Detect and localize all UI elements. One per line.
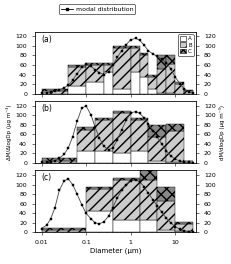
Bar xyxy=(113,220,140,232)
Bar xyxy=(166,124,184,131)
Bar xyxy=(184,91,193,94)
Bar xyxy=(86,63,104,65)
Bar xyxy=(148,137,166,161)
Bar xyxy=(166,131,184,162)
Y-axis label: ΔM/ΔlogDp (μg m⁻³): ΔM/ΔlogDp (μg m⁻³) xyxy=(6,104,12,160)
Bar xyxy=(175,231,193,232)
Bar xyxy=(131,48,140,72)
Bar xyxy=(131,118,148,120)
Bar xyxy=(140,168,157,180)
Bar xyxy=(113,113,131,153)
Bar xyxy=(166,162,184,163)
Bar xyxy=(148,125,166,137)
Bar xyxy=(175,82,184,84)
Bar xyxy=(86,211,113,232)
Bar xyxy=(113,48,131,89)
Bar xyxy=(131,46,140,48)
Bar xyxy=(113,180,140,220)
Y-axis label: dM/dlogDp (μg m⁻³): dM/dlogDp (μg m⁻³) xyxy=(219,105,225,159)
Bar xyxy=(86,190,113,211)
Bar xyxy=(86,187,113,190)
Bar xyxy=(95,120,113,151)
Bar xyxy=(140,180,157,220)
Bar xyxy=(157,201,175,230)
Bar xyxy=(113,89,131,94)
Bar xyxy=(175,84,184,94)
Bar xyxy=(140,55,148,77)
Bar xyxy=(175,224,193,231)
X-axis label: Diameter (μm): Diameter (μm) xyxy=(90,248,141,254)
Bar xyxy=(184,161,193,163)
Bar xyxy=(95,151,113,163)
Legend: A, B, C: A, B, C xyxy=(178,35,194,56)
Bar xyxy=(175,222,193,224)
Bar xyxy=(131,151,148,163)
Bar xyxy=(131,120,148,151)
Bar xyxy=(148,74,157,77)
Bar xyxy=(131,72,140,94)
Bar xyxy=(42,161,77,163)
Bar xyxy=(166,93,175,94)
Bar xyxy=(68,87,86,94)
Bar xyxy=(95,118,113,120)
Bar xyxy=(42,89,68,91)
Bar xyxy=(86,65,104,82)
Bar xyxy=(77,130,95,151)
Legend: modal distribution: modal distribution xyxy=(59,4,135,14)
Bar xyxy=(157,69,166,93)
Bar xyxy=(104,65,113,72)
Bar xyxy=(166,64,175,93)
Bar xyxy=(166,55,175,64)
Bar xyxy=(157,230,175,232)
Bar xyxy=(77,151,95,163)
Bar xyxy=(42,230,86,232)
Bar xyxy=(140,53,148,55)
Bar xyxy=(140,220,157,232)
Bar xyxy=(86,82,104,94)
Bar xyxy=(104,63,113,65)
Bar xyxy=(140,77,148,94)
Bar xyxy=(77,127,95,130)
Bar xyxy=(42,158,77,161)
Bar xyxy=(68,67,86,87)
Bar xyxy=(148,161,166,163)
Bar xyxy=(68,65,86,67)
Text: (c): (c) xyxy=(41,173,51,182)
Bar xyxy=(42,228,86,230)
Text: (b): (b) xyxy=(41,104,52,113)
Bar xyxy=(157,93,166,94)
Bar xyxy=(113,46,131,48)
Bar xyxy=(148,89,157,94)
Bar xyxy=(104,72,113,94)
Bar xyxy=(148,77,157,89)
Bar xyxy=(184,90,193,91)
Bar xyxy=(42,91,68,94)
Bar xyxy=(157,55,166,69)
Bar xyxy=(113,153,131,163)
Bar xyxy=(113,177,140,180)
Bar xyxy=(157,187,175,201)
Text: (a): (a) xyxy=(41,35,52,44)
Bar xyxy=(113,111,131,113)
